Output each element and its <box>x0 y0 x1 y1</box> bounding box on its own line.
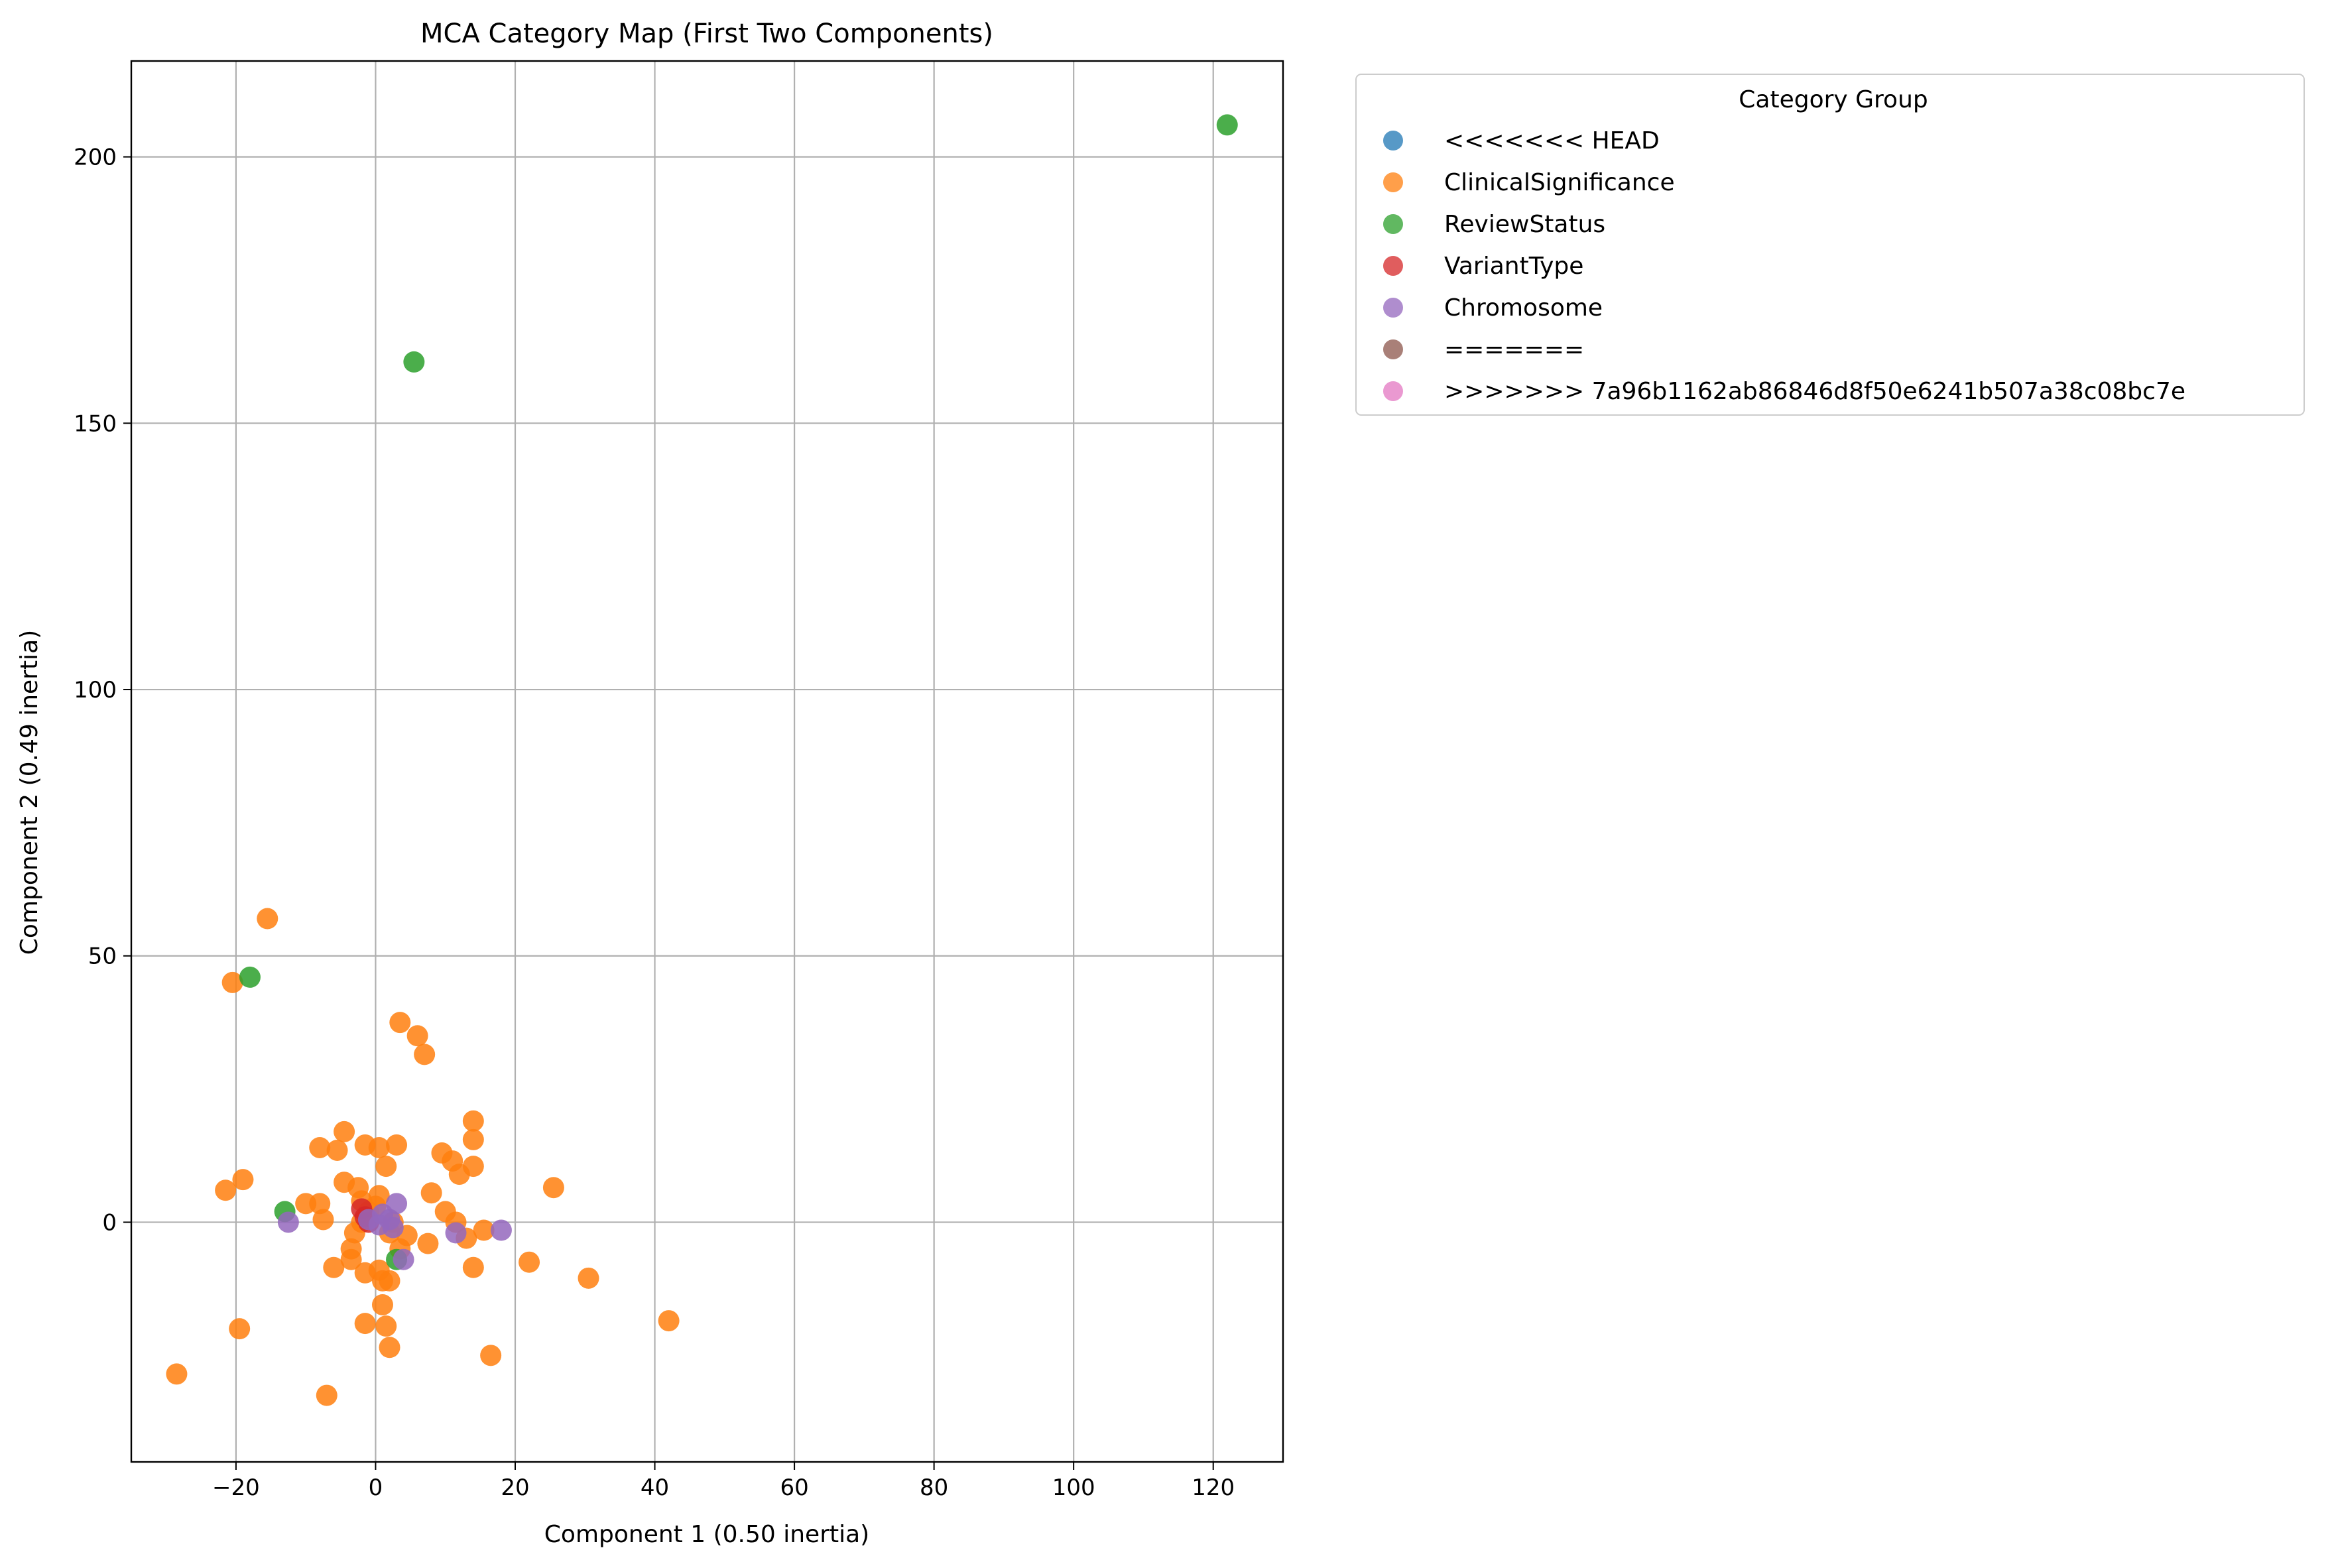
y-tick-label: 50 <box>88 943 117 970</box>
y-tick-label: 200 <box>74 145 117 171</box>
legend-label: <<<<<<< HEAD <box>1444 127 1660 154</box>
data-point-clinicalsignificance <box>519 1251 540 1273</box>
data-point-clinicalsignificance <box>326 1139 348 1161</box>
data-point-reviewstatus <box>403 351 425 373</box>
x-tick-label: 60 <box>780 1475 808 1501</box>
data-point-clinicalsignificance <box>166 1363 188 1385</box>
legend-label: ClinicalSignificance <box>1444 169 1675 196</box>
x-tick-label: 20 <box>501 1475 529 1501</box>
data-point-clinicalsignificance <box>473 1219 495 1241</box>
x-tick-label: 0 <box>369 1475 383 1501</box>
legend-label: ReviewStatus <box>1444 211 1605 238</box>
x-tick-label: −20 <box>212 1475 260 1501</box>
data-point-clinicalsignificance <box>542 1177 564 1199</box>
data-point-clinicalsignificance <box>309 1136 331 1158</box>
legend-marker <box>1383 256 1403 276</box>
x-tick-label: 100 <box>1052 1475 1095 1501</box>
legend-marker <box>1383 381 1403 401</box>
data-point-clinicalsignificance <box>375 1315 397 1337</box>
data-point-reviewstatus <box>1216 114 1238 136</box>
legend-label: ======= <box>1444 336 1584 363</box>
data-point-chromosome <box>490 1219 512 1241</box>
data-point-clinicalsignificance <box>221 971 243 993</box>
y-axis-label: Component 2 (0.49 inertia) <box>16 630 43 955</box>
data-point-clinicalsignificance <box>368 1185 390 1207</box>
data-point-clinicalsignificance <box>462 1156 484 1177</box>
legend-marker <box>1383 131 1403 151</box>
y-tick-label: 100 <box>74 677 117 703</box>
chart-title: MCA Category Map (First Two Components) <box>420 19 993 49</box>
data-point-clinicalsignificance <box>334 1120 355 1142</box>
data-point-clinicalsignificance <box>462 1110 484 1132</box>
data-point-clinicalsignificance <box>312 1209 334 1231</box>
data-point-chromosome <box>393 1248 414 1270</box>
data-point-clinicalsignificance <box>462 1256 484 1278</box>
legend-marker <box>1383 339 1403 359</box>
x-tick-label: 40 <box>641 1475 669 1501</box>
data-point-clinicalsignificance <box>414 1044 436 1065</box>
data-point-clinicalsignificance <box>417 1233 439 1254</box>
data-point-clinicalsignificance <box>257 908 278 930</box>
data-point-clinicalsignificance <box>375 1156 397 1177</box>
data-point-reviewstatus <box>239 966 261 988</box>
data-point-clinicalsignificance <box>658 1310 680 1332</box>
legend-label: Chromosome <box>1444 294 1603 322</box>
data-point-clinicalsignificance <box>578 1267 599 1289</box>
data-point-chromosome <box>386 1193 408 1215</box>
data-point-clinicalsignificance <box>406 1025 428 1047</box>
legend-title: Category Group <box>1739 86 1928 113</box>
data-point-chromosome <box>382 1217 404 1238</box>
x-tick-label: 80 <box>920 1475 948 1501</box>
data-point-clinicalsignificance <box>316 1384 338 1406</box>
data-point-clinicalsignificance <box>309 1193 331 1215</box>
data-point-clinicalsignificance <box>340 1238 362 1260</box>
legend-marker <box>1383 214 1403 234</box>
data-point-clinicalsignificance <box>368 1136 390 1158</box>
data-point-clinicalsignificance <box>462 1128 484 1150</box>
legend-marker <box>1383 172 1403 192</box>
data-point-clinicalsignificance <box>420 1182 442 1204</box>
x-axis-label: Component 1 (0.50 inertia) <box>544 1521 869 1548</box>
legend-label: VariantType <box>1444 253 1583 280</box>
x-tick-label: 120 <box>1192 1475 1235 1501</box>
data-point-chromosome <box>277 1211 299 1233</box>
data-point-clinicalsignificance <box>480 1345 502 1366</box>
legend-box <box>1355 74 2305 416</box>
legend-label: >>>>>>> 7a96b1162ab86846d8f50e6241b507a3… <box>1444 378 2185 405</box>
data-point-clinicalsignificance <box>371 1294 393 1315</box>
data-point-clinicalsignificance <box>323 1256 345 1278</box>
data-point-clinicalsignificance <box>229 1318 251 1340</box>
data-point-clinicalsignificance <box>354 1313 376 1335</box>
data-point-clinicalsignificance <box>232 1169 254 1191</box>
data-point-clinicalsignificance <box>386 1134 408 1156</box>
legend: Category Group <<<<<<< HEAD ClinicalSigni… <box>1355 74 2305 416</box>
data-point-clinicalsignificance <box>215 1179 237 1201</box>
legend-marker <box>1383 298 1403 318</box>
data-point-clinicalsignificance <box>379 1270 400 1292</box>
data-point-clinicalsignificance <box>389 1012 411 1034</box>
data-point-chromosome <box>445 1222 467 1244</box>
y-tick-label: 150 <box>74 410 117 437</box>
axes-frame <box>130 60 1284 1463</box>
data-point-clinicalsignificance <box>379 1337 400 1358</box>
y-tick-label: 0 <box>102 1209 117 1236</box>
